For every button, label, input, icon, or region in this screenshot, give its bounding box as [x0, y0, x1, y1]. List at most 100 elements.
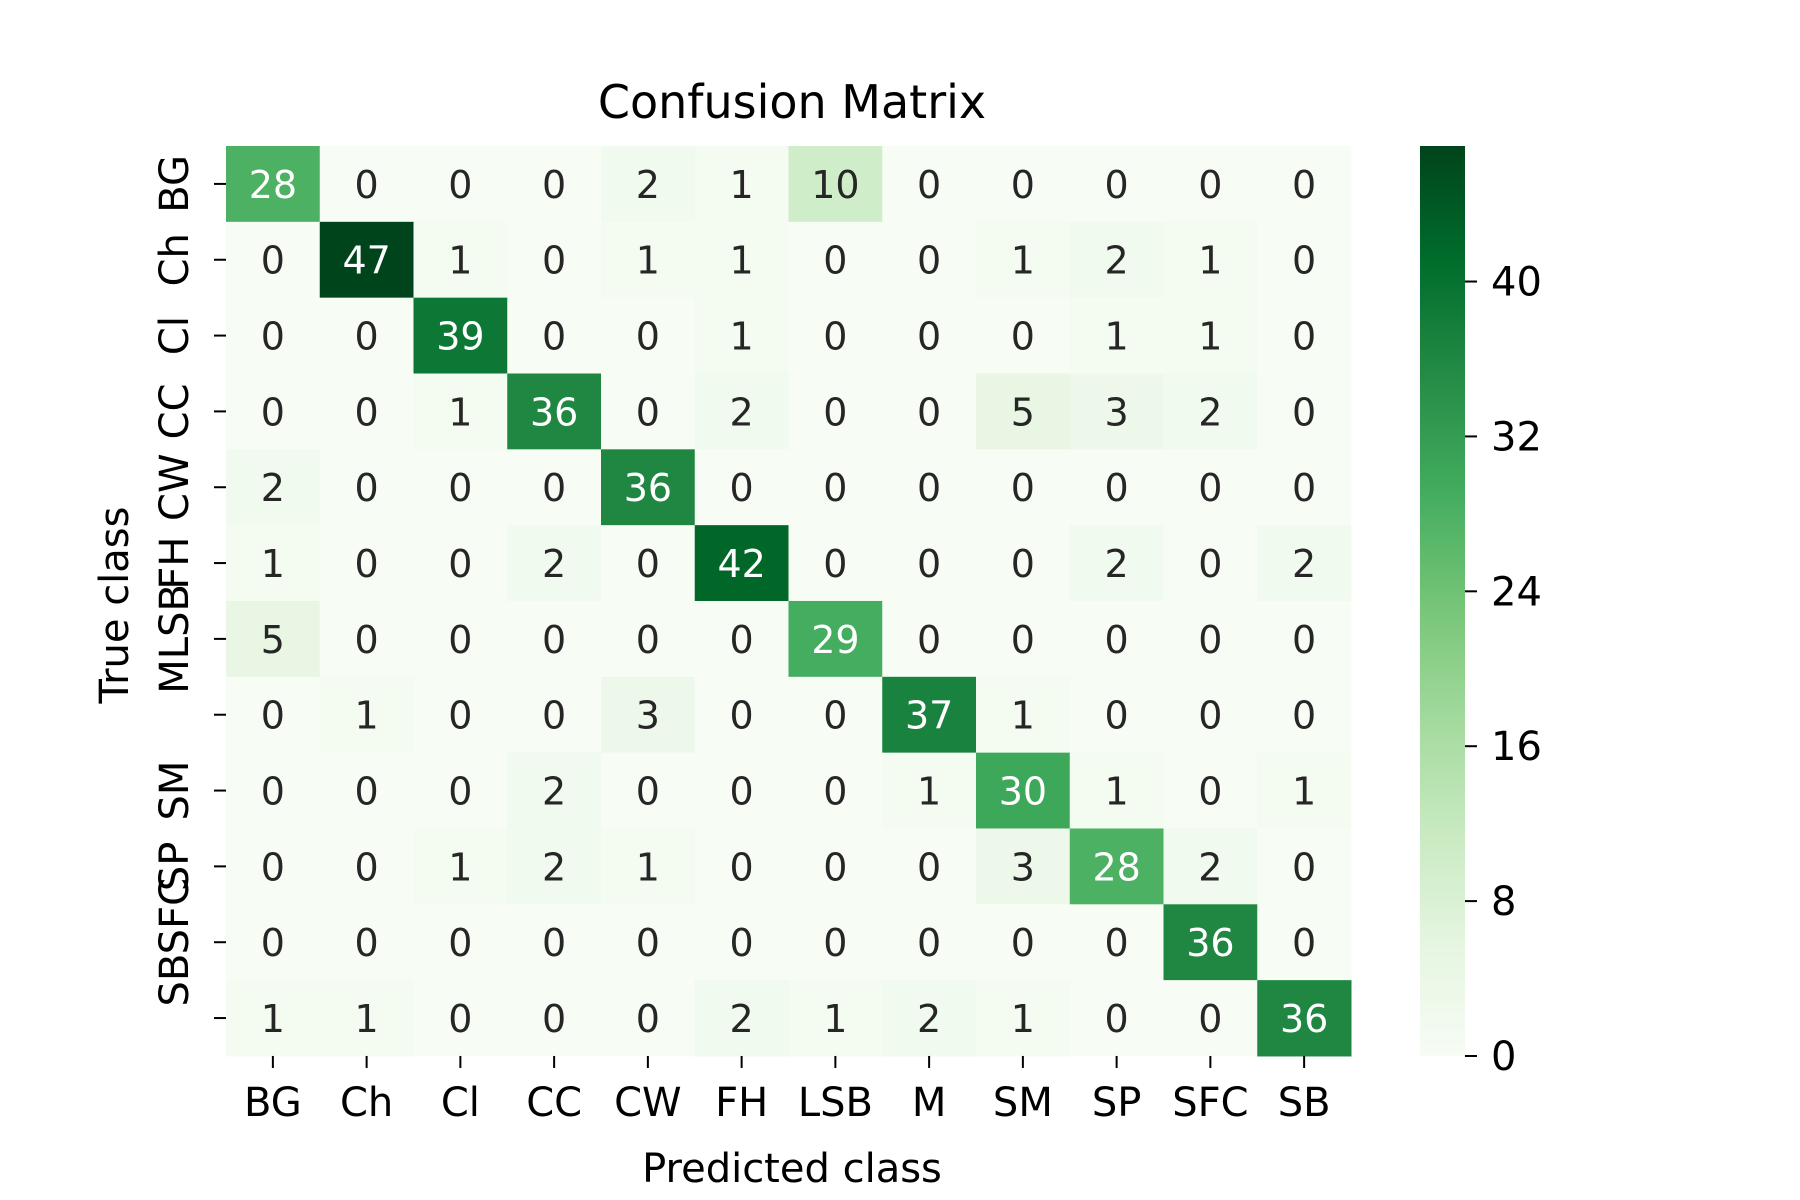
cell-value-label: 0	[1105, 618, 1129, 662]
y-axis-label: True class	[92, 507, 138, 705]
cell-value-label: 0	[1198, 466, 1222, 510]
cell-value-label: 0	[448, 770, 472, 814]
cell-value-label: 0	[261, 239, 285, 283]
cell-value-label: 0	[823, 315, 847, 359]
cell-value-label: 2	[1105, 542, 1129, 586]
cell-value-label: 2	[261, 466, 285, 510]
cell-value-label: 1	[1011, 997, 1035, 1041]
heatmap-cell	[319, 525, 414, 602]
cell-value-label: 0	[917, 315, 941, 359]
heatmap-cell	[788, 146, 883, 223]
heatmap-cell	[694, 980, 789, 1057]
cell-value-label: 0	[1011, 466, 1035, 510]
heatmap-cell	[1163, 828, 1258, 905]
cell-value-label: 0	[542, 163, 566, 207]
heatmap-cell	[1163, 904, 1258, 981]
heatmap-cell	[319, 297, 414, 374]
heatmap-cell	[976, 752, 1071, 829]
heatmap-cell	[976, 221, 1071, 299]
cell-value-label: 0	[261, 390, 285, 434]
colorbar-tick-label: 8	[1491, 879, 1516, 925]
cell-value-label: 0	[1198, 163, 1222, 207]
heatmap-cell	[601, 146, 696, 223]
cell-value-label: 0	[542, 997, 566, 1041]
cell-value-label: 2	[1105, 239, 1129, 283]
x-tick-label: SP	[1092, 1080, 1142, 1126]
cell-value-label: 1	[823, 997, 847, 1041]
heatmap-cell	[507, 146, 602, 223]
heatmap-cell	[1163, 373, 1258, 450]
heatmap-cell	[226, 752, 321, 829]
heatmap-cell	[601, 904, 696, 981]
cell-value-label: 1	[1292, 770, 1316, 814]
cell-value-label: 0	[636, 770, 660, 814]
x-tick-label: SFC	[1172, 1080, 1248, 1126]
colorbar-gradient	[1420, 146, 1465, 1056]
heatmap-cell	[882, 904, 977, 981]
heatmap-cell	[413, 297, 508, 374]
heatmap-cell	[507, 525, 602, 602]
heatmap-cell-labels: 28 0 0 0 2 1 10 0 0 0 0 00 47 1 0 1 1 0 0 1 2 1 00 0 39 0 0 1 0 0 0 1 1 0…	[249, 163, 1329, 1041]
heatmap-cell	[882, 297, 977, 374]
heatmap-cell	[1069, 221, 1164, 299]
heatmap-cell	[226, 676, 321, 754]
y-tick-label: SP	[152, 842, 198, 892]
cell-value-label: 1	[1011, 694, 1035, 738]
cell-value-label: 0	[1292, 315, 1316, 359]
heatmap-cell	[882, 676, 977, 754]
heatmap-cell	[507, 449, 602, 526]
heatmap-cell	[1163, 980, 1258, 1057]
heatmap-cell	[1257, 752, 1352, 829]
heatmap-cell	[882, 828, 977, 905]
cell-value-label: 2	[542, 770, 566, 814]
cell-value-label: 0	[823, 542, 847, 586]
cell-value-label: 0	[1198, 618, 1222, 662]
cell-value-label: 0	[355, 921, 379, 965]
heatmap-cell	[226, 373, 321, 450]
heatmap-cell	[976, 600, 1071, 678]
heatmap-cell	[1163, 752, 1258, 829]
heatmap-cell	[976, 525, 1071, 602]
heatmap-cell	[319, 980, 414, 1057]
cell-value-label: 0	[917, 542, 941, 586]
heatmap-cell	[1163, 221, 1258, 299]
heatmap-cell	[694, 146, 789, 223]
heatmap-cell	[1163, 600, 1258, 678]
cell-value-label: 0	[542, 694, 566, 738]
cell-value-label: 0	[1105, 466, 1129, 510]
heatmap-cell	[976, 449, 1071, 526]
cell-value-label: 1	[730, 163, 754, 207]
heatmap-cell	[882, 146, 977, 223]
heatmap-cell	[226, 600, 321, 678]
cell-value-label: 0	[1292, 163, 1316, 207]
heatmap-cell	[413, 600, 508, 678]
x-axis: BG Ch Cl CC CW FH LSB M SM SP SFC SB	[244, 1055, 1331, 1126]
x-tick-label: LSB	[798, 1080, 873, 1126]
cell-value-label: 0	[542, 239, 566, 283]
heatmap-cell	[882, 752, 977, 829]
heatmap-cell	[319, 146, 414, 223]
cell-value-label: 3	[1011, 845, 1035, 889]
cell-value-label: 0	[448, 997, 472, 1041]
heatmap-cell	[507, 752, 602, 829]
cell-value-label: 0	[636, 542, 660, 586]
colorbar-tick-label: 24	[1491, 569, 1542, 615]
heatmap-cell	[1069, 297, 1164, 374]
cell-value-label: 0	[1292, 618, 1316, 662]
cell-value-label: 10	[811, 163, 859, 207]
cell-value-label: 0	[1011, 163, 1035, 207]
heatmap-cell	[413, 904, 508, 981]
cell-value-label: 0	[730, 845, 754, 889]
heatmap-cell	[1257, 828, 1352, 905]
cell-value-label: 5	[1011, 390, 1035, 434]
heatmap-cell	[226, 297, 321, 374]
heatmap-cell	[694, 600, 789, 678]
heatmap-cell	[507, 676, 602, 754]
y-tick-label: FH	[152, 537, 198, 590]
cell-value-label: 1	[355, 694, 379, 738]
cell-value-label: 0	[1292, 921, 1316, 965]
heatmap-cell	[1257, 525, 1352, 602]
heatmap-cell	[788, 980, 883, 1057]
